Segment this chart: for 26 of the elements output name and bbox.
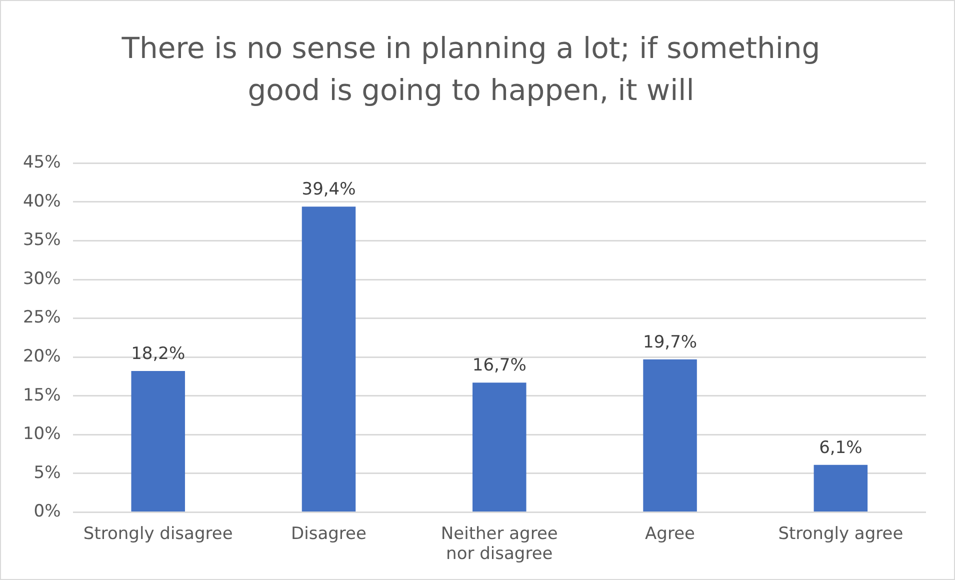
y-tick-label: 20% [22,346,61,367]
y-tick-label: 45% [22,152,61,173]
x-tick-label: Neither agree nor disagree [440,524,558,564]
y-tick-label: 40% [22,191,61,212]
bar [472,382,526,512]
x-tick-label: Strongly agree [778,524,904,544]
x-tick-label: Disagree [291,524,366,544]
bar [814,464,868,512]
data-label: 19,7% [643,332,698,352]
y-tick-label: 25% [22,308,61,328]
x-tick-label: Agree [645,524,696,544]
data-label: 18,2% [131,344,186,364]
y-tick-label: 15% [22,385,61,406]
y-tick-label: 5% [34,462,61,483]
data-label: 16,7% [472,356,526,376]
bar [131,371,185,512]
x-tick-label: Strongly disagree [83,524,233,544]
y-tick-label: 30% [22,268,61,289]
chart-title: There is no sense in planning a lot; if something good is going to happen, it will [120,30,822,109]
bar [302,206,356,512]
bar [643,359,697,512]
data-label: 39,4% [302,180,356,200]
y-tick-label: 35% [22,230,61,250]
y-tick-label: 0% [34,502,61,522]
data-label: 6,1% [819,438,862,458]
y-tick-label: 10% [22,424,61,444]
